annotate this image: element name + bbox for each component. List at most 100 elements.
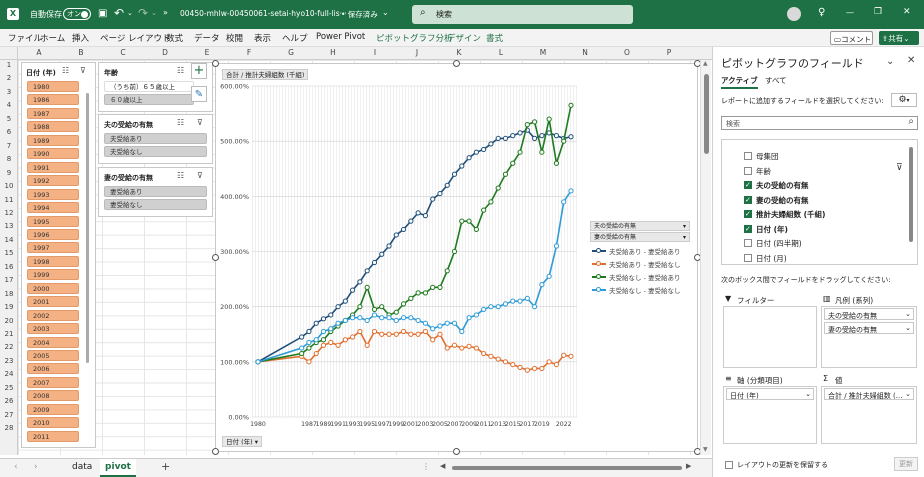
- row-header[interactable]: 13: [4, 222, 14, 231]
- field-label[interactable]: 母集団: [756, 152, 779, 161]
- data-point[interactable]: [371, 306, 378, 313]
- slicer-year-item[interactable]: 2009: [27, 403, 79, 415]
- legend-entry[interactable]: 夫受給なし - 妻受給なし: [592, 284, 696, 295]
- data-point[interactable]: [400, 226, 407, 233]
- field-label[interactable]: 妻の受給の有無: [756, 195, 809, 205]
- data-point[interactable]: [415, 317, 421, 324]
- legend-field-item[interactable]: 妻の受給の有無 ⌄: [824, 322, 914, 334]
- pane-settings-button[interactable]: ⚙▾: [891, 93, 917, 107]
- slicer-year-item[interactable]: 1994: [27, 202, 79, 214]
- menu-file[interactable]: ファイル: [8, 34, 43, 44]
- row-header[interactable]: 9: [6, 168, 12, 177]
- axis-field-item[interactable]: 日付 (年) ⌄: [726, 388, 814, 400]
- avatar[interactable]: [787, 7, 801, 21]
- next-sheet-icon[interactable]: ›: [34, 462, 38, 472]
- scroll-left-icon[interactable]: ◀: [440, 462, 446, 470]
- row-header[interactable]: 28: [4, 424, 14, 433]
- data-point[interactable]: [357, 304, 363, 310]
- slicer-year-item[interactable]: 1999: [27, 269, 79, 281]
- tab-active[interactable]: アクティブ: [721, 75, 758, 89]
- data-point[interactable]: [320, 337, 327, 343]
- legend-entry[interactable]: 夫受給なし - 妻受給あり: [592, 271, 696, 282]
- clear-filter-icon[interactable]: ⊽: [197, 171, 203, 180]
- data-point[interactable]: [553, 361, 560, 368]
- scroll-down-icon[interactable]: ▼: [703, 446, 708, 453]
- data-point[interactable]: [437, 323, 443, 329]
- slicer-wife-item[interactable]: 妻受給なし: [104, 199, 207, 210]
- data-point[interactable]: [532, 365, 538, 372]
- data-point[interactable]: [451, 248, 458, 255]
- row-header[interactable]: 8: [6, 155, 12, 164]
- slicer-year[interactable]: 日付 (年) ☷ ⊽ 1980 1986 1987 1988 1989 1990 1991 1…: [21, 62, 96, 448]
- column-header[interactable]: N: [582, 48, 588, 57]
- field-label[interactable]: 年齢: [756, 166, 771, 176]
- data-point[interactable]: [357, 279, 363, 285]
- data-point[interactable]: [364, 317, 370, 324]
- data-point[interactable]: [386, 243, 392, 249]
- data-point[interactable]: [481, 306, 487, 313]
- data-point[interactable]: [488, 353, 494, 359]
- slicer-year-item[interactable]: 1995: [27, 215, 79, 227]
- column-header[interactable]: E: [204, 48, 210, 57]
- scroll-thumb[interactable]: [704, 74, 709, 154]
- data-point[interactable]: [553, 243, 560, 249]
- slicer-husband[interactable]: 夫の受給の有無 ☷ ⊽ 夫受給あり 夫受給なし: [98, 114, 213, 164]
- data-point[interactable]: [357, 328, 363, 335]
- row-header[interactable]: 1: [6, 61, 12, 69]
- slicer-age-item[interactable]: （うち前）６５歳以上: [104, 81, 194, 92]
- row-header[interactable]: 25: [4, 383, 14, 392]
- data-point[interactable]: [313, 320, 319, 326]
- slicer-year-item[interactable]: 1991: [27, 161, 79, 173]
- row-header[interactable]: 10: [4, 182, 14, 191]
- row-header[interactable]: 6: [6, 128, 12, 137]
- data-point[interactable]: [371, 312, 378, 318]
- data-point[interactable]: [444, 268, 450, 274]
- data-point[interactable]: [400, 328, 407, 335]
- menu-view[interactable]: 表示: [254, 34, 272, 44]
- row-header[interactable]: 5: [6, 114, 12, 123]
- data-point[interactable]: [466, 315, 472, 321]
- values-field-item[interactable]: 合計 / 推計夫婦組数 (... ⌄: [824, 388, 914, 400]
- axis-drop-zone[interactable]: [723, 386, 817, 444]
- data-point[interactable]: [444, 320, 450, 326]
- resize-handle[interactable]: [453, 60, 460, 67]
- slicer-year-item[interactable]: 1997: [27, 242, 79, 254]
- data-point[interactable]: [400, 301, 407, 307]
- resize-handle[interactable]: [212, 448, 219, 455]
- data-point[interactable]: [495, 135, 501, 142]
- slicer-year-item[interactable]: 2001: [27, 296, 79, 308]
- data-point[interactable]: [430, 284, 436, 290]
- row-header[interactable]: 27: [4, 410, 14, 419]
- field-label[interactable]: 日付 (四半期): [756, 239, 802, 248]
- data-point[interactable]: [451, 342, 458, 348]
- data-point[interactable]: [524, 295, 530, 301]
- data-point[interactable]: [488, 199, 494, 205]
- data-point[interactable]: [320, 342, 327, 348]
- vertical-scrollbar[interactable]: ▲ ▼: [700, 60, 711, 455]
- data-point[interactable]: [379, 315, 385, 321]
- undo-dropdown-icon[interactable]: ⌄: [127, 9, 133, 17]
- data-point[interactable]: [561, 352, 567, 358]
- row-header[interactable]: 23: [4, 356, 14, 365]
- data-point[interactable]: [328, 339, 334, 346]
- data-point[interactable]: [255, 359, 261, 365]
- search-box[interactable]: ⌕ 検索: [412, 5, 633, 24]
- data-point[interactable]: [306, 339, 312, 346]
- restore-button[interactable]: ❐: [874, 7, 883, 17]
- row-header[interactable]: 12: [4, 208, 14, 217]
- data-point[interactable]: [502, 359, 509, 365]
- multi-select-icon[interactable]: ☷: [62, 66, 70, 75]
- menu-formulas[interactable]: 数式: [166, 34, 184, 44]
- scroll-thumb[interactable]: [452, 466, 682, 470]
- resize-handle[interactable]: [453, 448, 460, 455]
- filename-dropdown-icon[interactable]: ⌄: [382, 8, 389, 17]
- data-point[interactable]: [510, 160, 516, 166]
- tab-all[interactable]: すべて: [765, 76, 787, 85]
- menu-format[interactable]: 書式: [486, 34, 504, 44]
- data-point[interactable]: [459, 328, 465, 335]
- more-options-icon[interactable]: ⋮: [422, 462, 430, 471]
- data-point[interactable]: [350, 287, 356, 293]
- data-point[interactable]: [415, 210, 421, 216]
- data-point[interactable]: [371, 259, 378, 266]
- row-header[interactable]: 4: [6, 101, 12, 110]
